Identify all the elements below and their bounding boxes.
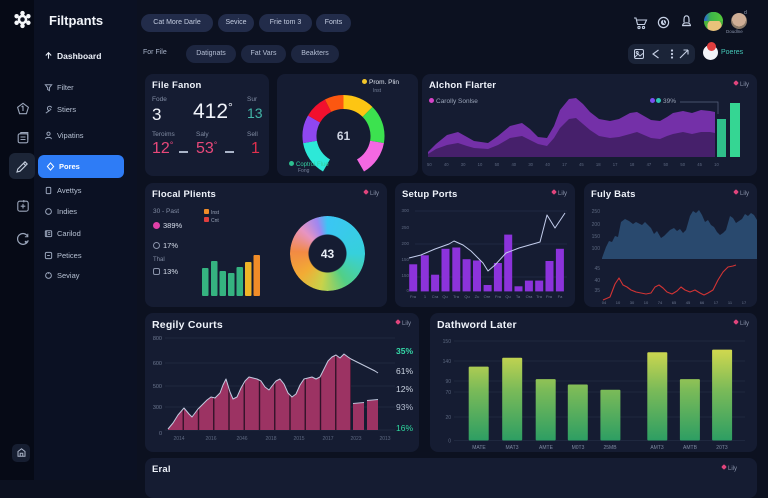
svg-text:250: 250	[401, 225, 409, 230]
svg-text:2023: 2023	[350, 436, 361, 442]
svg-text:30: 30	[630, 300, 635, 305]
svg-text:2016: 2016	[205, 436, 216, 442]
svg-text:2018: 2018	[265, 436, 276, 442]
svg-text:0: 0	[448, 439, 451, 445]
svg-text:200: 200	[401, 241, 409, 246]
svg-text:250: 250	[592, 209, 601, 215]
svg-text:17: 17	[714, 300, 719, 305]
svg-text:10: 10	[644, 300, 649, 305]
svg-text:150: 150	[592, 234, 601, 240]
svg-text:150: 150	[401, 257, 409, 262]
svg-text:66: 66	[700, 300, 705, 305]
svg-text:10: 10	[616, 300, 621, 305]
svg-text:Fra: Fra	[495, 294, 502, 299]
svg-text:200: 200	[592, 222, 601, 228]
svg-text:Ta: Ta	[516, 294, 521, 299]
svg-text:90: 90	[445, 379, 451, 385]
svg-text:45: 45	[686, 300, 691, 305]
svg-text:800: 800	[153, 336, 162, 342]
svg-text:Ora: Ora	[526, 294, 533, 299]
svg-text:300: 300	[401, 208, 409, 213]
svg-text:25MB: 25MB	[603, 445, 617, 451]
svg-text:04: 04	[602, 300, 607, 305]
svg-text:2017: 2017	[322, 436, 333, 442]
svg-text:AMTB: AMTB	[683, 445, 698, 451]
svg-text:2046: 2046	[236, 436, 247, 442]
svg-text:MAT3: MAT3	[506, 445, 519, 451]
svg-text:100: 100	[592, 246, 601, 252]
svg-text:Fra: Fra	[546, 294, 553, 299]
svg-text:140: 140	[443, 359, 452, 365]
svg-text:150: 150	[443, 339, 452, 345]
svg-text:20: 20	[445, 415, 451, 421]
svg-text:17: 17	[742, 300, 747, 305]
svg-text:35: 35	[594, 288, 600, 294]
svg-text:20T3: 20T3	[716, 445, 728, 451]
svg-text:11: 11	[728, 300, 733, 305]
svg-text:Tra: Tra	[453, 294, 460, 299]
svg-text:300: 300	[153, 405, 162, 411]
svg-text:61: 61	[337, 129, 351, 143]
svg-text:150: 150	[401, 273, 409, 278]
svg-text:MATE: MATE	[472, 445, 486, 451]
svg-text:AMT3: AMT3	[650, 445, 664, 451]
svg-text:2014: 2014	[173, 436, 184, 442]
svg-text:Zu: Zu	[475, 294, 480, 299]
svg-text:0: 0	[406, 288, 409, 293]
svg-text:0: 0	[159, 431, 162, 437]
svg-text:500: 500	[153, 384, 162, 390]
svg-text:Qu: Qu	[505, 294, 510, 299]
svg-text:Qu: Qu	[442, 294, 447, 299]
svg-text:1: 1	[424, 294, 427, 299]
svg-text:600: 600	[153, 361, 162, 367]
svg-text:Cra: Cra	[432, 294, 439, 299]
svg-text:Ore: Ore	[484, 294, 491, 299]
svg-text:Fa: Fa	[558, 294, 563, 299]
svg-text:Qu: Qu	[464, 294, 469, 299]
svg-text:2015: 2015	[293, 436, 304, 442]
svg-text:65: 65	[672, 300, 677, 305]
svg-text:40: 40	[594, 278, 600, 284]
svg-text:74: 74	[658, 300, 663, 305]
svg-text:Fra: Fra	[410, 294, 417, 299]
svg-text:45: 45	[594, 266, 600, 272]
svg-text:M0T3: M0T3	[572, 445, 585, 451]
svg-text:Tra: Tra	[536, 294, 543, 299]
svg-text:2013: 2013	[379, 436, 390, 442]
svg-text:70: 70	[445, 390, 451, 396]
svg-text:AMTE: AMTE	[539, 445, 554, 451]
